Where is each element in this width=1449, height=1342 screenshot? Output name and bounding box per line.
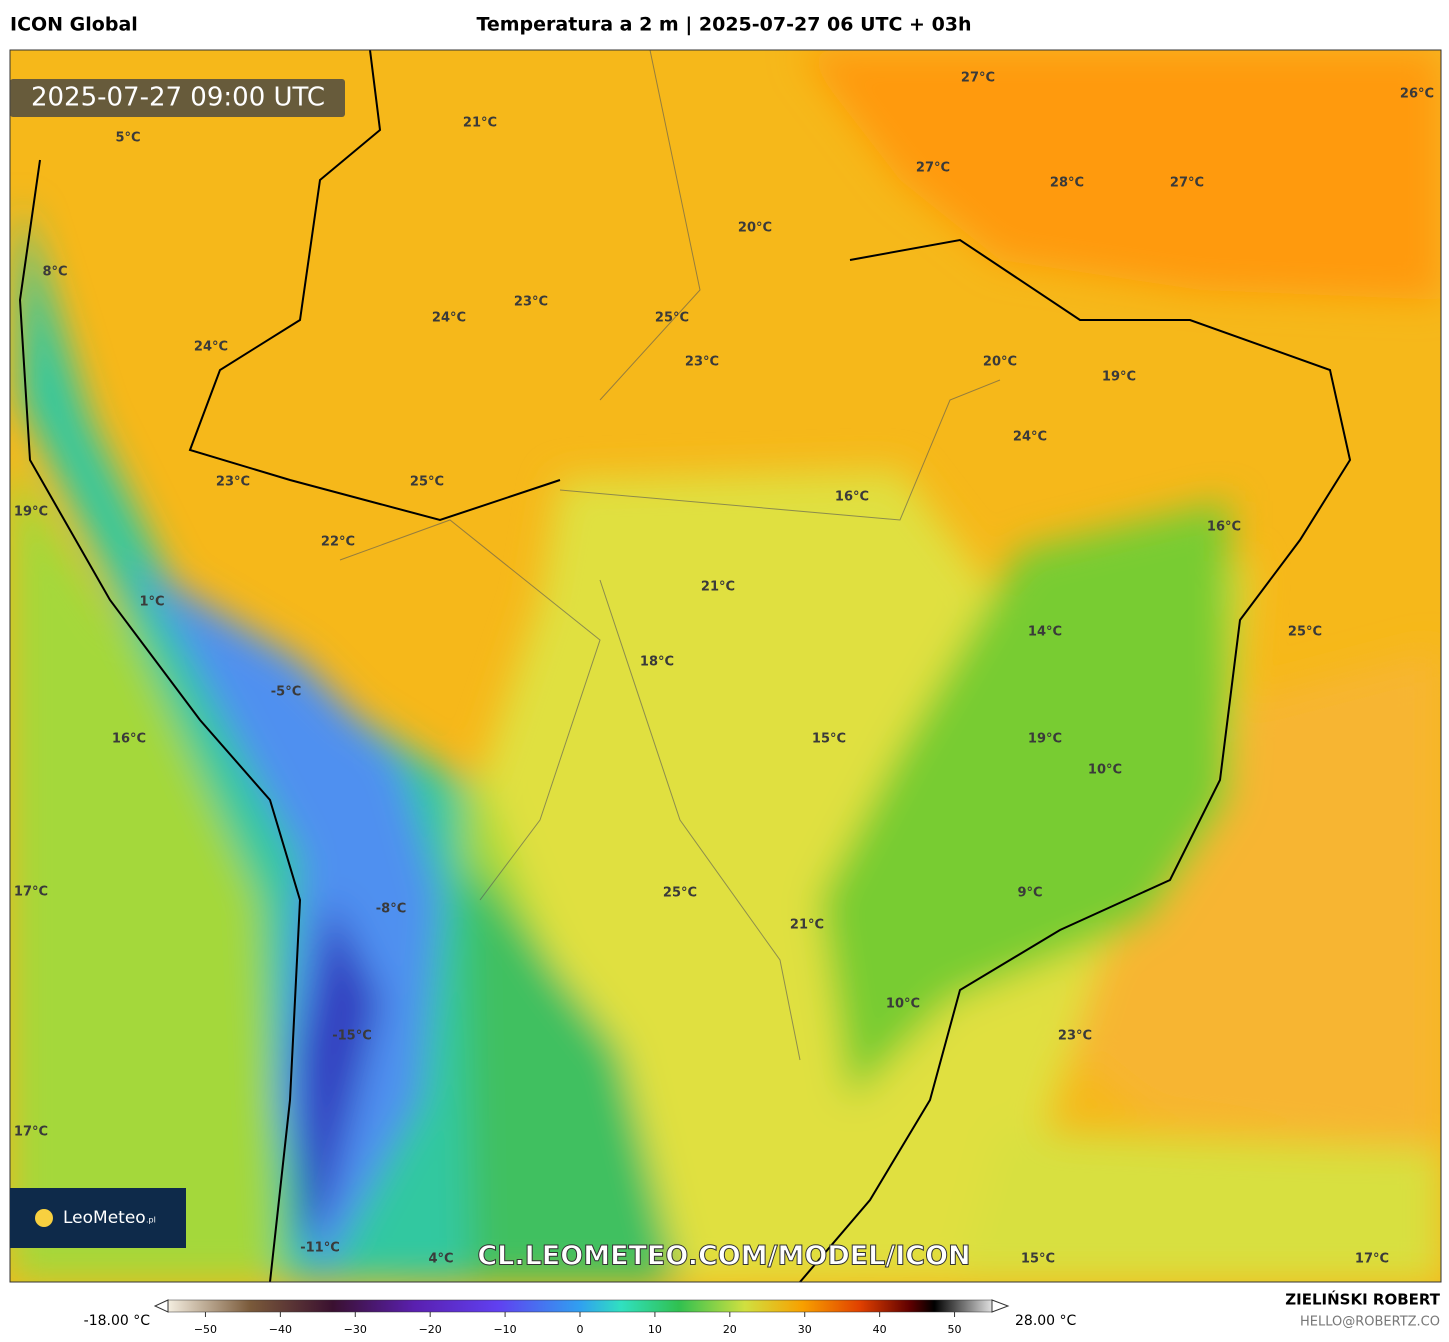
temperature-label: 24°C	[432, 311, 466, 326]
temperature-label: 23°C	[685, 355, 719, 370]
temperature-label: 26°C	[1400, 87, 1434, 102]
colorbar-max: 28.00 °C	[1015, 1313, 1077, 1329]
colorbar-tick-label: 0	[577, 1323, 584, 1336]
temperature-label: 24°C	[1013, 430, 1047, 445]
colorbar-tick-label: −20	[419, 1323, 442, 1336]
timestamp: 2025-07-27 09:00 UTC	[31, 83, 325, 113]
temperature-label: 27°C	[961, 71, 995, 86]
temperature-label: -8°C	[376, 902, 406, 917]
timestamp-box	[10, 79, 345, 117]
temperature-label: 1°C	[139, 595, 164, 610]
temperature-label: 4°C	[428, 1252, 453, 1267]
colorbar-min: -18.00 °C	[84, 1313, 151, 1329]
map-title: Temperatura a 2 m | 2025-07-27 06 UTC + …	[476, 14, 971, 36]
temperature-label: 23°C	[1058, 1029, 1092, 1044]
temperature-label: 9°C	[1017, 886, 1042, 901]
temperature-label: 15°C	[1021, 1252, 1055, 1267]
temperature-label: 20°C	[738, 221, 772, 236]
labels: 27°C 26°C 21°C 5°C 27°C 28°C 27°C 20°C 8°C 23°C 24…	[14, 71, 1434, 1267]
temperature-label: 27°C	[916, 161, 950, 176]
temperature-label: 14°C	[1028, 625, 1062, 640]
temperature-label: 28°C	[1050, 176, 1084, 191]
temperature-label: 20°C	[983, 355, 1017, 370]
temperature-label: 19°C	[1028, 732, 1062, 747]
temperature-label: 16°C	[1207, 520, 1241, 535]
colorbar	[167, 1299, 993, 1313]
temperature-label: 17°C	[1355, 1252, 1389, 1267]
temperature-label: 25°C	[663, 886, 697, 901]
temperature-label: 16°C	[835, 490, 869, 505]
colorbar-tick-label: 50	[948, 1323, 962, 1336]
email: HELLO@ROBERTZ.CO	[1300, 1315, 1440, 1330]
temperature-label: -11°C	[300, 1241, 340, 1256]
temperature-label: 27°C	[1170, 176, 1204, 191]
colorbar-tick-label: −40	[269, 1323, 292, 1336]
temperature-label: 19°C	[14, 505, 48, 520]
temperature-label: 21°C	[701, 580, 735, 595]
author: ZIELIŃSKI ROBERT	[1285, 1290, 1440, 1309]
temperature-label: 16°C	[112, 732, 146, 747]
colorbar-tick-label: 10	[648, 1323, 662, 1336]
temperature-label: 18°C	[640, 655, 674, 670]
watermark: CL.LEOMETEO.COM/MODEL/ICON	[477, 1241, 970, 1272]
temperature-label: 17°C	[14, 885, 48, 900]
logo-name: LeoMeteo	[63, 1208, 146, 1228]
temperature-label: 25°C	[655, 311, 689, 326]
temperature-label: 25°C	[410, 475, 444, 490]
temperature-label: 25°C	[1288, 625, 1322, 640]
temperature-label: 24°C	[194, 340, 228, 355]
temperature-label: 22°C	[321, 535, 355, 550]
temperature-label: 21°C	[790, 918, 824, 933]
temperature-label: 8°C	[42, 265, 67, 280]
colorbar-tick-label: 30	[798, 1323, 812, 1336]
model-name: ICON Global	[10, 14, 138, 36]
colorbar-tick-label: −30	[344, 1323, 367, 1336]
map-frame	[9, 49, 1442, 1283]
logo-suffix: .pl	[146, 1216, 156, 1225]
temperature-label: 10°C	[886, 997, 920, 1012]
temperature-label: 15°C	[812, 732, 846, 747]
temperature-label: 19°C	[1102, 370, 1136, 385]
borders	[339, 50, 1001, 1061]
colorbar-ends	[153, 1299, 1010, 1313]
temperature-label: 21°C	[463, 116, 497, 131]
temperature-label: 23°C	[514, 295, 548, 310]
temperature-label: 5°C	[115, 131, 140, 146]
temperature-label: 10°C	[1088, 763, 1122, 778]
temperature-label: 23°C	[216, 475, 250, 490]
logo-sun	[35, 1209, 53, 1227]
temperature-field	[10, 50, 1441, 1282]
colorbar-tick-label: −50	[194, 1323, 217, 1336]
colorbar-tick-label: 40	[873, 1323, 887, 1336]
temperature-label: -15°C	[332, 1029, 372, 1044]
colorbar-tick-label: 20	[723, 1323, 737, 1336]
temperature-label: -5°C	[271, 685, 301, 700]
temperature-label: 17°C	[14, 1125, 48, 1140]
colorbar-tick-label: −10	[493, 1323, 516, 1336]
coastline	[18, 50, 1352, 1282]
